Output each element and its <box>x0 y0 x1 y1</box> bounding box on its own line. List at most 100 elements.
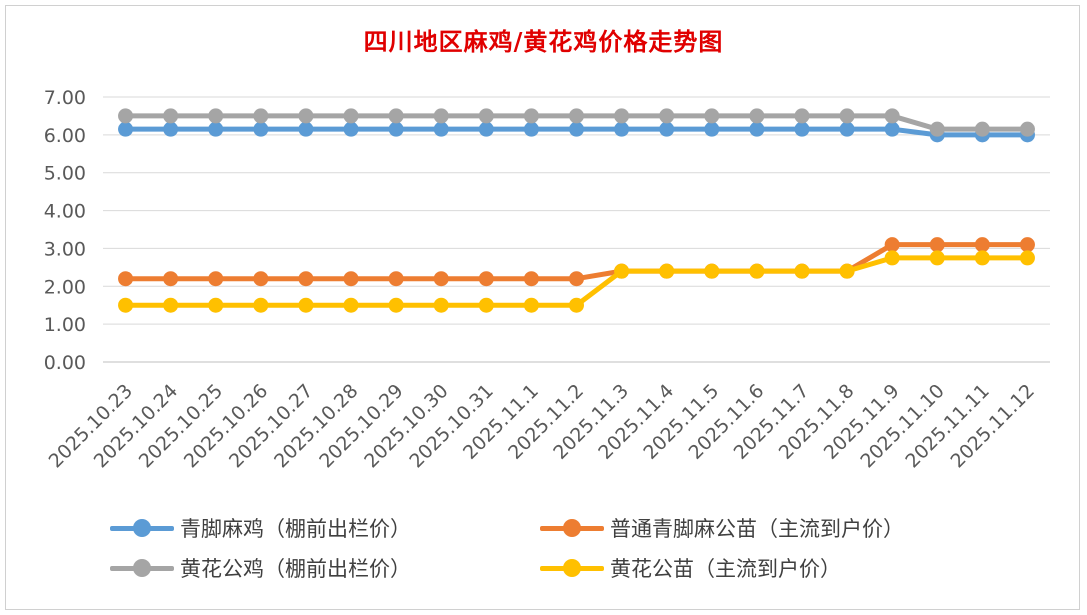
data-point <box>659 108 675 124</box>
data-point <box>749 263 765 279</box>
data-point <box>974 121 990 137</box>
data-point <box>478 108 494 124</box>
legend-label: 青脚麻鸡（棚前出栏价） <box>180 517 411 541</box>
data-point <box>163 108 179 124</box>
data-point <box>478 271 494 287</box>
legend-swatch <box>540 553 604 583</box>
data-point <box>298 271 314 287</box>
chart-title: 四川地区麻鸡/黄花鸡价格走势图 <box>363 27 724 56</box>
data-point <box>523 121 539 137</box>
legend-swatch <box>110 513 174 543</box>
data-point <box>704 108 720 124</box>
data-point <box>929 237 945 253</box>
data-point <box>569 121 584 137</box>
data-point <box>569 297 584 313</box>
y-tick-label: 4.00 <box>44 201 86 223</box>
data-point <box>659 263 675 279</box>
data-point <box>929 250 945 266</box>
data-point <box>659 121 675 137</box>
data-point <box>1019 250 1035 266</box>
data-point <box>1019 237 1035 253</box>
data-point <box>839 108 855 124</box>
data-point <box>343 271 359 287</box>
y-tick-label: 5.00 <box>44 163 86 185</box>
data-point <box>704 263 720 279</box>
data-point <box>614 121 630 137</box>
data-point <box>388 108 404 124</box>
data-point <box>163 121 179 137</box>
legend-swatch-dot <box>133 559 151 577</box>
data-point <box>478 297 494 313</box>
y-tick-label: 0.00 <box>44 352 86 374</box>
data-point <box>884 108 900 124</box>
data-point <box>929 121 945 137</box>
data-point <box>974 237 990 253</box>
y-tick-label: 6.00 <box>44 125 86 147</box>
data-point <box>433 121 449 137</box>
legend-label: 黄花公苗（主流到户价） <box>610 557 841 581</box>
data-point <box>253 121 269 137</box>
data-point <box>343 108 359 124</box>
data-point <box>839 263 855 279</box>
data-point <box>1019 121 1035 137</box>
legend-item: 黄花公鸡（棚前出栏价） <box>110 548 411 588</box>
data-point <box>794 108 810 124</box>
data-point <box>388 121 404 137</box>
data-point <box>523 297 539 313</box>
data-point <box>208 108 224 124</box>
data-point <box>794 121 810 137</box>
legend-item: 青脚麻鸡（棚前出栏价） <box>110 508 411 548</box>
data-point <box>569 271 584 287</box>
data-point <box>884 237 900 253</box>
data-point <box>884 121 900 137</box>
data-point <box>388 297 404 313</box>
data-point <box>433 108 449 124</box>
legend-swatch-dot <box>133 519 151 537</box>
legend-swatch <box>110 553 174 583</box>
legend-item: 普通青脚麻公苗（主流到户价） <box>540 508 904 548</box>
legend-swatch-dot <box>563 559 581 577</box>
data-point <box>749 108 765 124</box>
data-point <box>478 121 494 137</box>
data-point <box>298 297 314 313</box>
y-tick-label: 7.00 <box>44 87 86 109</box>
legend-item: 黄花公苗（主流到户价） <box>540 548 841 588</box>
y-tick-label: 1.00 <box>44 314 86 336</box>
data-point <box>208 121 224 137</box>
data-point <box>749 121 765 137</box>
data-point <box>253 297 269 313</box>
legend-swatch <box>540 513 604 543</box>
data-point <box>163 297 179 313</box>
data-point <box>343 121 359 137</box>
data-point <box>208 297 224 313</box>
data-point <box>433 271 449 287</box>
data-point <box>298 121 314 137</box>
data-point <box>839 121 855 137</box>
legend-swatch-dot <box>563 519 581 537</box>
data-point <box>523 108 539 124</box>
data-point <box>569 108 584 124</box>
data-point <box>614 263 630 279</box>
y-tick-label: 3.00 <box>44 238 86 260</box>
legend-label: 普通青脚麻公苗（主流到户价） <box>610 517 904 541</box>
data-point <box>118 271 134 287</box>
data-point <box>884 250 900 266</box>
legend-label: 黄花公鸡（棚前出栏价） <box>180 557 411 581</box>
data-point <box>974 250 990 266</box>
data-point <box>794 263 810 279</box>
data-point <box>253 271 269 287</box>
data-point <box>253 108 269 124</box>
data-point <box>163 271 179 287</box>
data-point <box>118 121 134 137</box>
data-point <box>298 108 314 124</box>
data-point <box>208 271 224 287</box>
data-point <box>704 121 720 137</box>
data-point <box>523 271 539 287</box>
y-tick-label: 2.00 <box>44 276 86 298</box>
data-point <box>118 297 134 313</box>
data-point <box>388 271 404 287</box>
data-point <box>433 297 449 313</box>
data-point <box>118 108 134 124</box>
data-point <box>343 297 359 313</box>
